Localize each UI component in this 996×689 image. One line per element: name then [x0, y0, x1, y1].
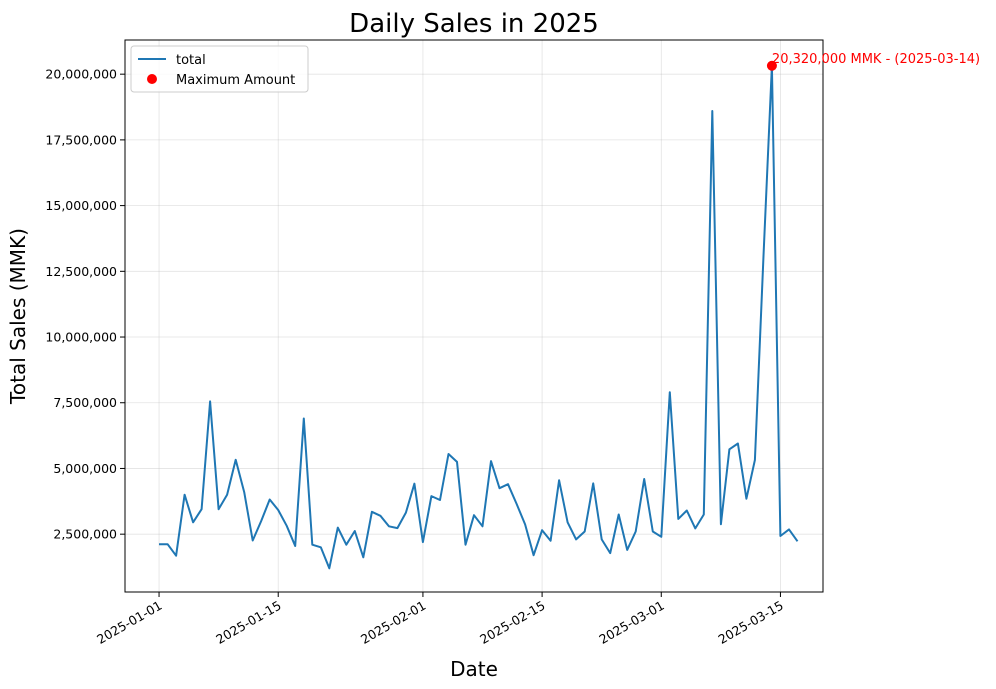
- max-marker-layer: 20,320,000 MMK - (2025-03-14): [766, 52, 980, 71]
- plot-area: [124, 39, 824, 593]
- y-tick-label: 15,000,000: [45, 198, 117, 213]
- x-tick-label: 2025-03-15: [716, 598, 786, 647]
- y-tick-label: 17,500,000: [45, 132, 117, 147]
- x-tick-label: 2025-03-01: [596, 598, 666, 647]
- y-axis-title: Total Sales (MMK): [6, 228, 30, 405]
- legend-label-maximum: Maximum Amount: [176, 73, 295, 88]
- y-tick-label: 2,500,000: [53, 527, 117, 542]
- x-gridlines: [158, 40, 781, 592]
- y-tick-label: 12,500,000: [45, 264, 117, 279]
- y-tick-label: 20,000,000: [45, 67, 117, 82]
- y-tick-label: 10,000,000: [45, 330, 117, 345]
- y-axis: 2,500,000 5,000,000 7,500,000 10,000,000 12,…: [45, 67, 125, 542]
- x-tick-label: 2025-02-01: [358, 598, 428, 647]
- legend-box: [130, 45, 309, 93]
- max-point-annotation: 20,320,000 MMK - (2025-03-14): [772, 52, 980, 67]
- chart-title: Daily Sales in 2025: [349, 9, 599, 39]
- legend-dot-swatch: [147, 74, 157, 84]
- series-line-total: [159, 64, 799, 570]
- x-axis-title: Date: [450, 657, 498, 681]
- y-tick-label: 5,000,000: [53, 461, 117, 476]
- legend: total Maximum Amount: [130, 45, 309, 93]
- legend-label-total: total: [176, 53, 206, 68]
- x-axis: 2025-01-01 2025-01-15 2025-02-01 2025-02-15…: [94, 592, 786, 647]
- y-gridlines: [125, 73, 823, 535]
- x-tick-label: 2025-01-15: [213, 598, 283, 647]
- max-point-marker: [766, 60, 777, 71]
- x-tick-label: 2025-01-01: [94, 598, 164, 647]
- series-layer: [159, 64, 799, 570]
- x-tick-label: 2025-02-15: [477, 598, 547, 647]
- y-tick-label: 7,500,000: [53, 395, 117, 410]
